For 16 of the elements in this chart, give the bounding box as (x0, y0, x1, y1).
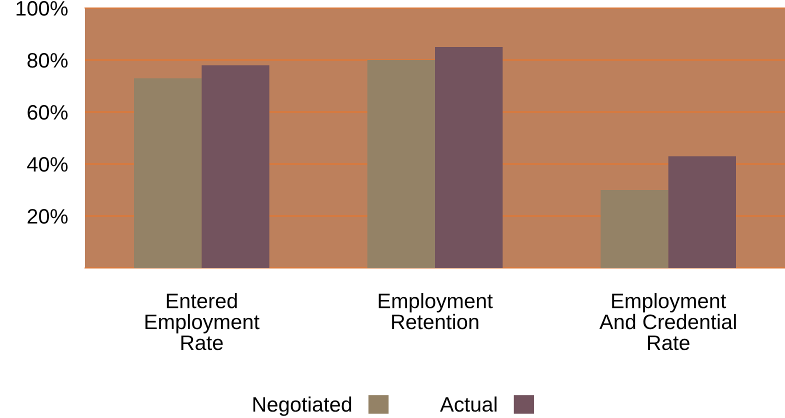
bar (367, 60, 435, 268)
legend-label: Negotiated (253, 396, 352, 416)
x-tick-label: Employment And Credential Rate (599, 293, 736, 350)
y-tick-label: 20% (28, 209, 68, 224)
y-tick-label: 40% (27, 157, 68, 172)
x-tick-label: Employment Retention (378, 293, 493, 330)
bar (202, 65, 270, 268)
y-tick-label: 80% (28, 53, 68, 68)
y-tick-label: 100% (16, 1, 68, 16)
bar (600, 190, 668, 268)
x-tick-label: Entered Employment Rate (145, 293, 260, 350)
legend-label: Actual (440, 396, 496, 412)
bar (134, 78, 202, 268)
bar (668, 156, 736, 268)
bar (435, 47, 503, 268)
y-tick-label: 60% (28, 105, 68, 120)
